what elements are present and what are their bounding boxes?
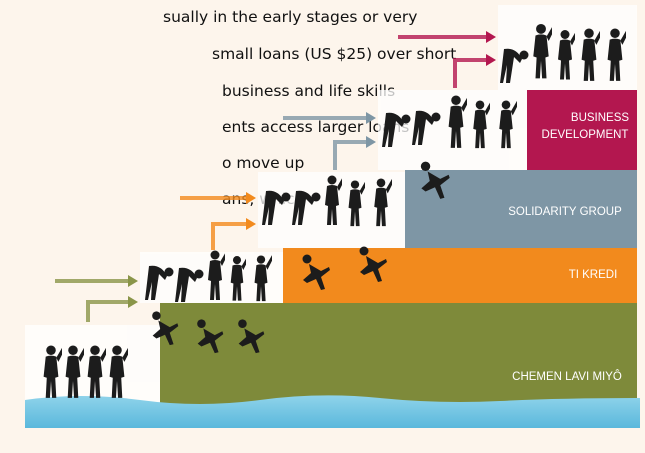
step-chemen bbox=[160, 303, 637, 413]
paragraph: sually in the early stages or very small… bbox=[163, 8, 456, 208]
step-label: SOLIDARITY GROUP bbox=[508, 206, 622, 218]
step-ti-kredi bbox=[283, 248, 637, 303]
step-label: DEVELOPMENT bbox=[542, 129, 629, 141]
step-label: TI KREDI bbox=[569, 269, 618, 281]
paragraph-line: small loans (US $25) over short bbox=[212, 45, 456, 63]
arrows bbox=[55, 31, 496, 322]
paragraph-line: ents access larger loans bbox=[222, 118, 409, 136]
step-label: BUSINESS bbox=[571, 112, 629, 124]
water bbox=[25, 395, 640, 428]
step-solidarity bbox=[405, 170, 637, 248]
step-business bbox=[527, 90, 637, 170]
paragraph-line: business and life skills bbox=[222, 82, 395, 100]
step-label: CHEMEN LAVI MIYÔ bbox=[512, 370, 622, 383]
paragraph-line: sually in the early stages or very bbox=[163, 8, 417, 26]
paragraph-line: o move up bbox=[222, 154, 304, 172]
